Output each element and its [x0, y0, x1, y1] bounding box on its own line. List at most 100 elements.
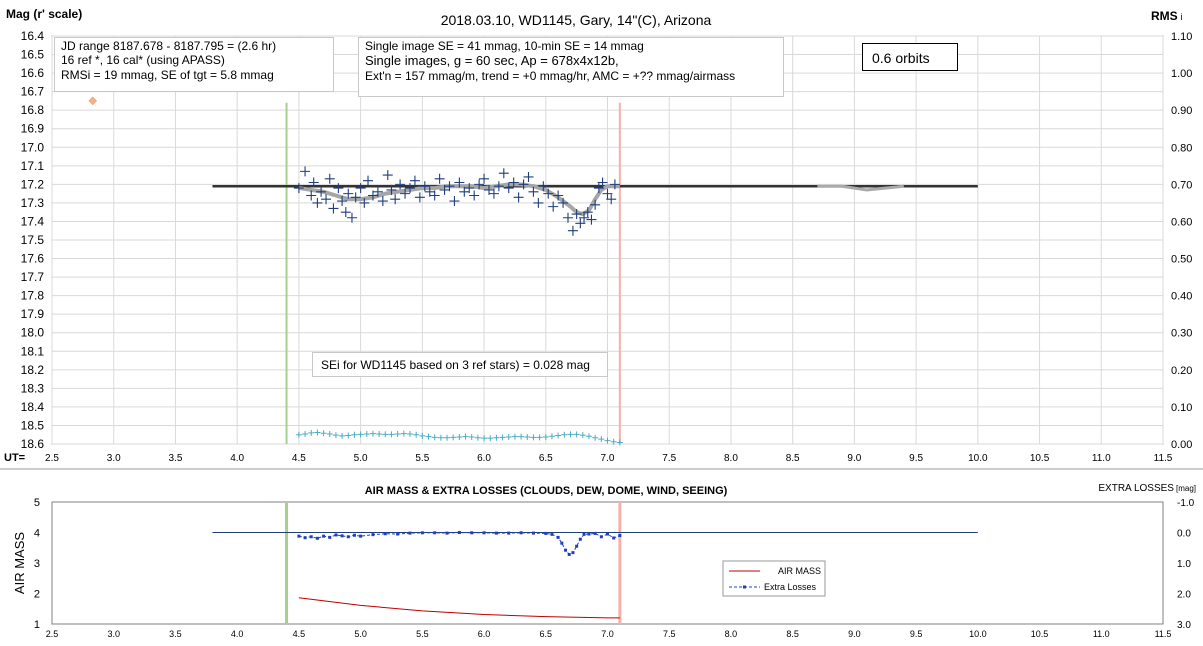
trend-line: [298, 182, 620, 217]
magnitude-point: [333, 183, 344, 194]
y-tick-label: 17.7: [21, 270, 45, 284]
magnitude-point: [553, 190, 564, 201]
airmass-x-tick-label: 3.0: [107, 629, 120, 639]
x-tick-label: 5.0: [354, 453, 368, 464]
magnitude-point: [558, 197, 569, 208]
y-tick-labels: 16.4 16.5 16.6 16.7 16.8 16.9 17.0 17.1 17.2 17.3…: [21, 29, 45, 451]
y2-axis-label: RMS i: [1151, 9, 1183, 23]
rms-point: [542, 433, 549, 440]
extra-losses-tick-label: 2.0: [1177, 590, 1191, 601]
magnitude-point: [498, 168, 509, 179]
magnitude-point: [454, 177, 465, 188]
airmass-x-tick-label: 8.5: [786, 629, 799, 639]
magnitude-point: [518, 179, 529, 190]
y-tick-label: 18.3: [21, 381, 45, 395]
extra-losses-point: [582, 532, 586, 536]
magnitude-point: [404, 183, 415, 194]
magnitude-point: [390, 194, 401, 205]
y2-tick-label: 0.80: [1171, 142, 1192, 154]
rms-point: [382, 431, 389, 438]
rms-point: [339, 432, 346, 439]
rms-point: [357, 431, 364, 438]
magnitude-point: [609, 179, 620, 190]
rms-point: [561, 431, 568, 438]
extra-losses-point: [334, 533, 338, 537]
magnitude-point: [419, 181, 430, 192]
x-tick-labels: 2.5 3.0 3.5 4.0 4.5 5.0 5.5 6.0 6.5 7.0 7.5 8.0 8.5 9…: [45, 453, 1173, 464]
rms-point: [320, 430, 327, 437]
reference-line: [212, 184, 978, 192]
legend-extra-losses: Extra Losses: [764, 582, 817, 592]
magnitude-point: [575, 218, 586, 229]
extra-losses-tick-labels: 3.0 2.0 1.0 0.0 -1.0: [1177, 498, 1195, 631]
airmass-x-tick-label: 4.0: [231, 629, 244, 639]
magnitude-point: [538, 181, 549, 192]
airmass-tick-labels: 1 2 3 4 5: [34, 497, 40, 631]
y-tick-label: 17.8: [21, 289, 45, 303]
y2-axis-label-suffix: i: [1181, 12, 1183, 22]
airmass-x-tick-label: 2.5: [46, 629, 59, 639]
y-tick-label: 17.6: [21, 252, 45, 266]
magnitude-point: [359, 197, 370, 208]
airmass-x-tick-label: 7.0: [601, 629, 614, 639]
rms-point: [431, 434, 438, 441]
magnitude-point: [579, 212, 590, 223]
extra-losses-point: [371, 533, 375, 537]
rms-point: [351, 431, 358, 438]
extra-losses-label-unit: [mag]: [1176, 484, 1196, 493]
magnitude-point: [523, 171, 534, 182]
magnitude-point: [479, 173, 490, 184]
extra-losses-point: [575, 544, 579, 548]
trend-curve: [298, 182, 620, 217]
magnitude-point: [548, 201, 559, 212]
magnitude-point: [382, 170, 393, 181]
airmass-title: AIR MASS & EXTRA LOSSES (CLOUDS, DEW, DO…: [365, 485, 728, 497]
y-tick-label: 16.4: [21, 29, 45, 43]
magnitude-point: [400, 188, 411, 199]
y-tick-label: 16.7: [21, 85, 45, 99]
extra-losses-point: [519, 531, 523, 535]
extra-losses-point: [550, 532, 554, 536]
outlier-diamond: [88, 96, 98, 106]
extra-losses-tick-label: -1.0: [1177, 498, 1195, 509]
x-tick-label: 3.0: [107, 453, 121, 464]
orbits-label: 0.6 orbits: [872, 50, 930, 66]
extra-losses-point: [531, 531, 535, 535]
magnitude-point: [321, 194, 332, 205]
extra-losses-series: [297, 531, 622, 556]
rms-point: [511, 433, 518, 440]
extra-losses-point: [457, 531, 461, 534]
y-tick-label: 18.0: [21, 326, 45, 340]
rms-point: [394, 430, 401, 437]
rms-point: [388, 431, 395, 438]
rms-points: [295, 429, 623, 446]
airmass-x-tick-label: 5.0: [354, 629, 367, 639]
magnitude-point: [528, 186, 539, 197]
x-tick-label: 2.5: [45, 453, 59, 464]
extra-losses-axis-label: EXTRA LOSSES [mag]: [1098, 483, 1196, 494]
extra-losses-point: [328, 535, 332, 539]
y2-tick-label: 0.40: [1171, 291, 1192, 303]
x-tick-label: 4.0: [230, 453, 244, 464]
magnitude-point: [308, 177, 319, 188]
extra-losses-point: [352, 533, 356, 537]
extra-losses-point: [396, 532, 400, 536]
airmass-chart: AIR MASS & EXTRA LOSSES (CLOUDS, DEW, DO…: [12, 483, 1196, 639]
magnitude-point: [590, 199, 601, 210]
magnitude-point: [593, 183, 604, 194]
magnitude-point: [586, 214, 597, 225]
magnitude-point: [508, 177, 519, 188]
x-tick-label: 11.0: [1092, 453, 1111, 464]
extra-losses-point: [507, 531, 511, 535]
rms-point: [474, 434, 481, 441]
image-info-box: Single image SE = 41 mmag, 10-min SE = 1…: [358, 37, 784, 97]
x-tick-label: 3.5: [168, 453, 182, 464]
rms-point: [604, 437, 611, 444]
magnitude-point: [582, 207, 593, 218]
vertical-markers: [285, 102, 621, 444]
magnitude-point: [503, 183, 514, 194]
rms-point: [536, 434, 543, 441]
jd-range-line: JD range 8187.678 - 8187.795 = (2.6 hr): [61, 39, 277, 53]
extra-losses-point: [383, 532, 387, 536]
extra-losses-point: [408, 531, 412, 535]
